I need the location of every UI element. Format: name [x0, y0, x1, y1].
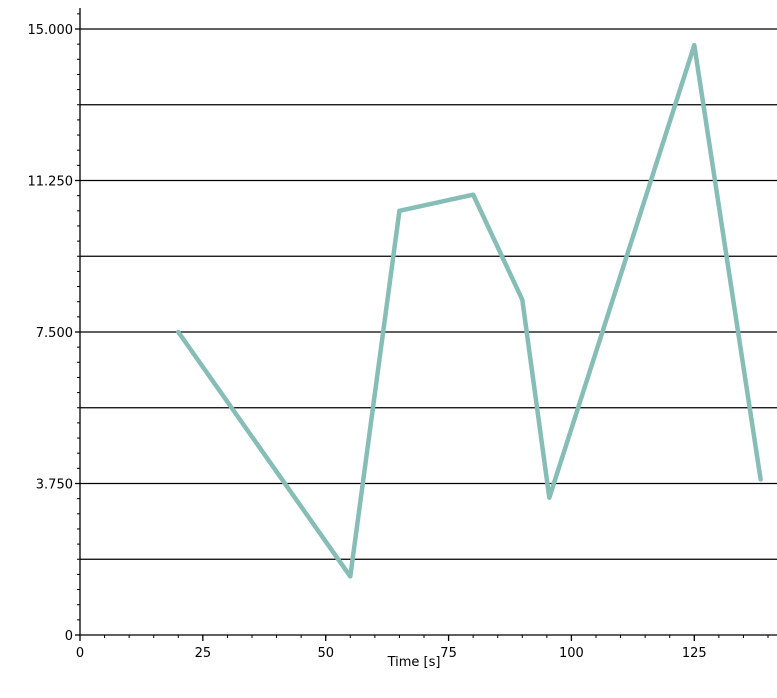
- y-tick-label-0: 0: [65, 629, 73, 644]
- x-tick-label-1: 25: [195, 646, 212, 661]
- x-tick-label-2: 50: [317, 646, 334, 661]
- x-axis-ticks: 0 25 50 75 100 125: [76, 635, 769, 661]
- series-line-0: [176, 42, 763, 579]
- y-axis-ticks: 0 3.750 7.500 11.250 15.000: [28, 13, 80, 644]
- y-tick-label-3: 11.250: [28, 175, 74, 190]
- gridlines: [80, 28, 777, 560]
- axes: [79, 8, 777, 636]
- x-tick-label-5: 125: [682, 646, 707, 661]
- x-tick-label-3: 75: [440, 646, 457, 661]
- y-tick-label-1: 3.750: [36, 478, 73, 493]
- x-axis-label: Time [s]: [387, 655, 441, 670]
- series-group: [176, 42, 763, 579]
- x-tick-label-4: 100: [559, 646, 584, 661]
- y-tick-label-2: 7.500: [36, 326, 73, 341]
- y-tick-label-4: 15.000: [28, 23, 74, 38]
- x-tick-label-0: 0: [76, 646, 84, 661]
